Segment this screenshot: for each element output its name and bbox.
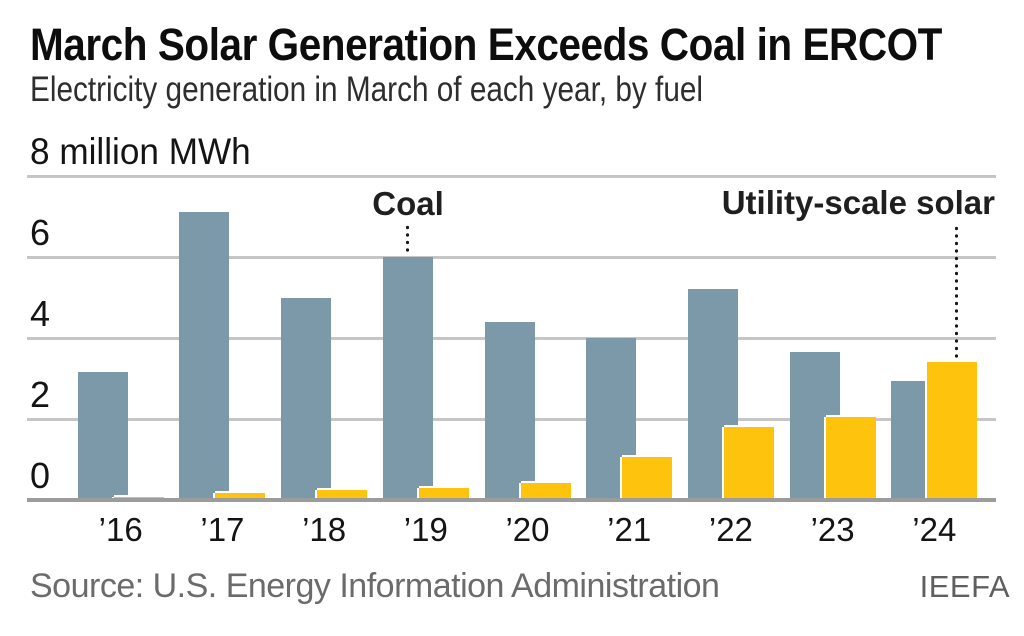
solar-bar-19	[418, 488, 469, 500]
x-axis-label-21: ’21	[607, 511, 652, 548]
solar-bar-20	[520, 482, 571, 500]
x-axis-label-20: ’20	[505, 511, 550, 548]
coal-bar-16	[77, 372, 128, 500]
coal-series-annotation: Coal	[372, 185, 444, 222]
ieefa-logo: IEEFA	[919, 569, 1010, 604]
gridline-8	[27, 174, 996, 178]
x-axis-label-16: ’16	[98, 511, 143, 548]
x-axis-label-22: ’22	[708, 511, 753, 548]
x-axis-baseline	[27, 498, 996, 502]
solar-annotation-dotted-leader-line	[955, 225, 958, 358]
solar-bar-24	[927, 362, 978, 500]
y-axis-unit-label: 8 million MWh	[30, 131, 251, 172]
solar-bar-21	[622, 456, 673, 500]
solar-bar-18	[317, 490, 368, 500]
y-tick-label-0: 0	[30, 455, 51, 496]
source-note: Source: U.S. Energy Information Administ…	[30, 567, 720, 605]
y-tick-label-6: 6	[30, 212, 51, 253]
page-subtitle: Electricity generation in March of each …	[30, 70, 704, 109]
x-axis-label-18: ’18	[302, 511, 347, 548]
x-axis-label-23: ’23	[810, 511, 855, 548]
y-tick-label-4: 4	[30, 293, 51, 334]
y-tick-label-2: 2	[30, 374, 51, 415]
solar-bar-23	[825, 416, 876, 500]
coal-bar-19	[382, 257, 433, 500]
coal-bar-17	[179, 212, 230, 500]
coal-annotation-dotted-leader-line	[406, 224, 409, 254]
page-title: March Solar Generation Exceeds Coal in E…	[30, 19, 942, 70]
solar-bar-17	[215, 493, 266, 500]
gridline-6	[27, 255, 996, 259]
x-axis-label-19: ’19	[403, 511, 448, 548]
coal-bar-18	[281, 297, 332, 500]
x-axis-label-17: ’17	[200, 511, 245, 548]
coal-bar-20	[484, 321, 535, 500]
solar-bar-22	[723, 427, 774, 500]
solar-series-annotation: Utility-scale solar	[721, 184, 995, 221]
x-axis-label-24: ’24	[912, 511, 957, 548]
